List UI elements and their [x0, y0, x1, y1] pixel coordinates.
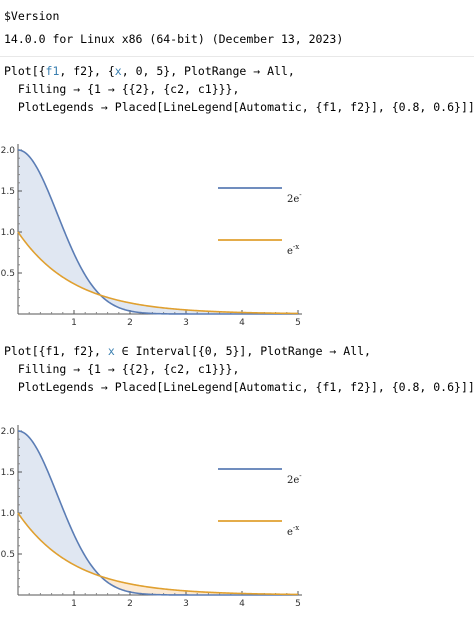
y-tick-label: 0.5	[1, 550, 15, 560]
x-tick-label: 5	[295, 318, 301, 325]
code-text: , 0, 5}, PlotRange → All,	[121, 64, 295, 78]
series-line-2	[17, 512, 299, 596]
series-line-2	[17, 231, 299, 315]
cell1-input-line2[interactable]: Filling → {1 → {{2}, {c2, c1}}},	[4, 82, 240, 96]
symbol-x: x	[107, 344, 115, 358]
cell2-input-line2[interactable]: Filling → {1 → {{2}, {c2, c1}}},	[4, 362, 240, 376]
legend-label-exponent: -x	[293, 243, 299, 251]
legend-label-1: 2e-	[287, 472, 302, 486]
series-line-1	[17, 430, 298, 596]
cell2-input-line1[interactable]: Plot[{f1, f2}, x ∈ Interval[{0, 5}], Plo…	[4, 344, 371, 358]
cell1-input-line1[interactable]: Plot[{f1, f2}, {x, 0, 5}, PlotRange → Al…	[4, 64, 295, 78]
cell1-input-line3[interactable]: PlotLegends → Placed[LineLegend[Automati…	[4, 100, 474, 114]
series-line-1	[17, 149, 298, 315]
x-tick-label: 3	[183, 599, 189, 606]
y-tick-label: 1.0	[1, 509, 16, 519]
cell2-input-line3[interactable]: PlotLegends → Placed[LineLegend[Automati…	[4, 380, 474, 394]
code-text: Plot[{f1, f2},	[4, 344, 108, 358]
x-tick-label: 1	[71, 318, 77, 325]
legend-label-exponent: -	[299, 191, 302, 199]
plot-1: 1 2 3 4 5 0.5 1.0 1.5 2.0 2e-e-x	[1, 144, 302, 325]
x-tick-label: 2	[127, 599, 133, 606]
x-tick-label: 5	[295, 599, 301, 606]
fill-region-below	[100, 576, 298, 595]
version-output: 14.0.0 for Linux x86 (64-bit) (December …	[4, 32, 344, 46]
plot-2: 1 2 3 4 5 0.5 1.0 1.5 2.0 2e-e-x	[1, 425, 302, 606]
fill-region-above	[18, 150, 101, 296]
x-tick-label: 3	[183, 318, 189, 325]
legend-label-2: e-x	[287, 524, 299, 538]
y-tick-label: 2.0	[1, 146, 16, 156]
code-text: ∈ Interval[{0, 5}], PlotRange → All,	[114, 344, 371, 358]
y-tick-label: 1.0	[1, 228, 16, 238]
y-tick-label: 1.5	[1, 468, 15, 478]
fill-region-below	[100, 295, 298, 314]
legend-label-exponent: -	[299, 472, 302, 480]
legend-label-exponent: -x	[293, 524, 299, 532]
y-tick-label: 2.0	[1, 427, 16, 437]
symbol-f1: f1	[45, 64, 60, 78]
x-tick-label: 1	[71, 599, 77, 606]
code-text: , f2}, {	[59, 64, 115, 78]
x-tick-label: 4	[239, 599, 245, 606]
x-tick-label: 4	[239, 318, 245, 325]
fill-region-above	[18, 431, 101, 577]
legend-label-1: 2e-	[287, 191, 302, 205]
code-text: Plot[{	[4, 64, 46, 78]
legend-label-2: e-x	[287, 243, 299, 257]
symbol-x: x	[114, 64, 122, 78]
version-input[interactable]: $Version	[4, 9, 60, 23]
y-tick-label: 1.5	[1, 187, 15, 197]
x-tick-label: 2	[127, 318, 133, 325]
y-tick-label: 0.5	[1, 269, 15, 279]
cell-divider	[0, 56, 474, 57]
